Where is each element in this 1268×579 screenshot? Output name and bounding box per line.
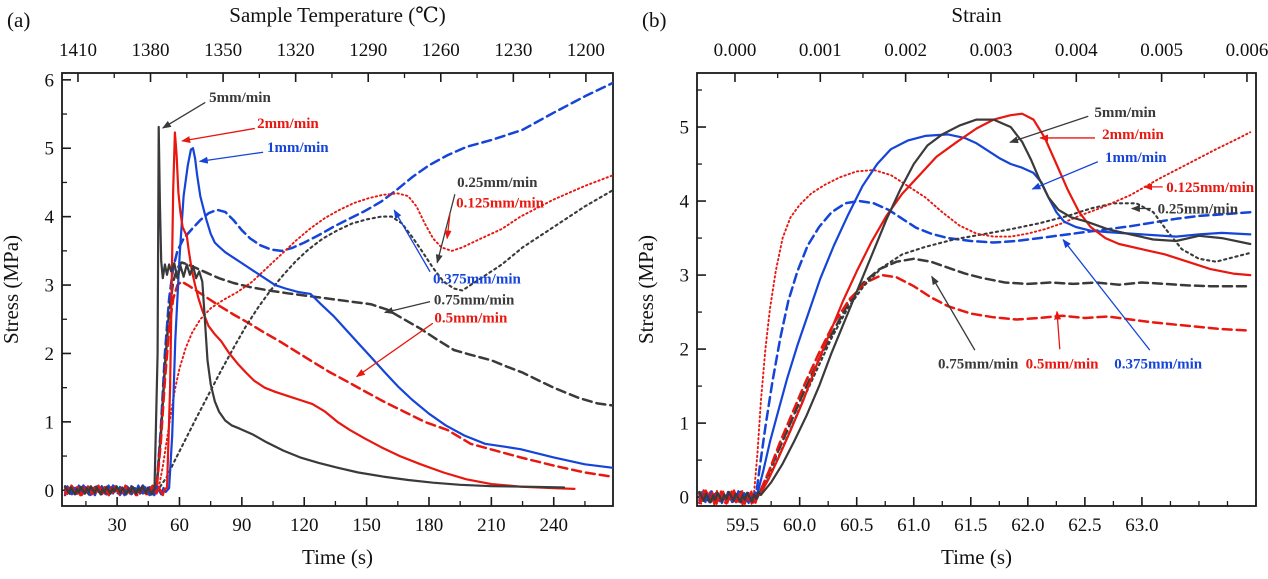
curve-5mm-per-min [63, 125, 566, 496]
x-tick-label: 62.0 [1011, 515, 1044, 536]
annotation-arrow [383, 300, 431, 314]
panel-label: (b) [642, 8, 667, 32]
y-axis-title: Stress (MPa) [634, 235, 658, 344]
curve-0p25mm-per-min [698, 202, 1252, 504]
annotation-label: 0.75mm/min [434, 292, 515, 308]
annotation-label: 5mm/min [209, 90, 271, 106]
y-tick-label: 1 [680, 414, 690, 435]
curve-0p5mm-per-min [63, 280, 613, 497]
y-tick-label: 0 [45, 481, 55, 502]
y-tick-label: 2 [680, 340, 690, 361]
annotation-arrow [1031, 161, 1099, 190]
annotation-arrow [161, 101, 206, 129]
top-tick-label: 1320 [277, 40, 315, 61]
annotation-arrow [1009, 115, 1089, 144]
annotation-label: 0.375mm/min [1114, 357, 1203, 373]
annotation-label: 0.5mm/min [1026, 357, 1100, 373]
curve-0p375mm-per-min [698, 199, 1252, 505]
annotation-label: 0.75mm/min [938, 357, 1019, 373]
curve-0p5mm-per-min [698, 273, 1252, 506]
x-tick-label: 120 [290, 515, 319, 536]
x-tick-label: 61.5 [954, 515, 987, 536]
top-tick-label: 0.000 [714, 40, 757, 61]
y-tick-label: 0 [680, 488, 690, 509]
x-tick-label: 62.5 [1068, 515, 1101, 536]
x-tick-label: 60.0 [783, 515, 816, 536]
annotation-label: 0.125mm/min [1166, 180, 1255, 196]
x-tick-label: 59.5 [726, 515, 759, 536]
y-tick-label: 5 [45, 139, 55, 160]
y-tick-label: 4 [680, 192, 690, 213]
plot-frame [696, 72, 1257, 507]
top-tick-label: 1290 [349, 40, 387, 61]
annotation-label: 0.5mm/min [434, 311, 508, 327]
top-tick-label: 1230 [494, 40, 532, 61]
top-tick-label: 0.003 [970, 40, 1013, 61]
top-tick-label: 0.006 [1226, 40, 1268, 61]
panel-b: (b) 59.5 60.0 60.5 61.0 61.5 62.0 62.5 63.0 Time … [634, 3, 1268, 569]
annotation-label: 0.375mm/min [433, 272, 522, 288]
annotation-arrow [1054, 310, 1062, 350]
x-tick-label: 240 [539, 515, 568, 536]
annotation-arrow [181, 127, 255, 144]
x-axis-title: Time (s) [941, 545, 1012, 569]
x-tick-label: 180 [415, 515, 444, 536]
x-tick-label: 210 [477, 515, 506, 536]
y-tick-label: 5 [680, 118, 690, 139]
plot-frame [61, 72, 614, 507]
y-axis-title: Stress (MPa) [0, 235, 23, 344]
top-tick-label: 1410 [59, 40, 97, 61]
top-tick-label: 0.005 [1140, 40, 1183, 61]
top-tick-label: 1380 [132, 40, 170, 61]
curve-0p75mm-per-min [63, 261, 613, 496]
annotation-arrow [931, 275, 976, 351]
curve-0p375mm-per-min [63, 82, 613, 497]
series-layer [63, 82, 613, 497]
x-tick-label: 150 [352, 515, 381, 536]
annotation-label: 2mm/min [1102, 127, 1164, 143]
y-tick-label: 1 [45, 412, 55, 433]
x-axis-title: Time (s) [302, 545, 373, 569]
y-tick-label: 3 [680, 266, 690, 287]
top-tick-label: 1260 [422, 40, 460, 61]
annotation-arrow [435, 194, 456, 264]
annotation-arrow [198, 151, 264, 164]
annotation-label: 1mm/min [267, 140, 329, 156]
top-tick-label: 0.001 [799, 40, 842, 61]
x-tick-label: 60 [170, 515, 189, 536]
y-tick-label: 4 [45, 207, 55, 228]
curve-0p25mm-per-min [64, 189, 613, 495]
x-tick-label: 90 [232, 515, 251, 536]
annotation-arrow [355, 322, 434, 378]
top-tick-label: 0.002 [884, 40, 927, 61]
x-tick-label: 63.0 [1125, 515, 1158, 536]
top-axis-title: Sample Temperature (℃) [229, 3, 445, 27]
annotation-label: 0.125mm/min [456, 195, 545, 211]
x-tick-label: 60.5 [840, 515, 873, 536]
annotation-label: 5mm/min [1094, 105, 1156, 121]
y-tick-label: 6 [45, 70, 55, 91]
x-tick-label: 61.0 [897, 515, 930, 536]
panel-label: (a) [7, 8, 30, 32]
top-tick-label: 1350 [204, 40, 242, 61]
annotation-label: 0.25mm/min [457, 175, 538, 191]
annotation-arrow [393, 209, 431, 273]
series-layer [698, 112, 1252, 506]
x-tick-label: 30 [108, 515, 127, 536]
top-axis-title: Strain [951, 3, 1002, 27]
top-tick-label: 1200 [567, 40, 605, 61]
annotation-label: 2mm/min [257, 116, 319, 132]
annotation-label: 0.25mm/min [1158, 202, 1239, 218]
annotation-arrow [1062, 238, 1151, 351]
y-tick-label: 2 [45, 344, 55, 365]
y-tick-label: 3 [45, 276, 55, 297]
annotation-label: 1mm/min [1105, 150, 1167, 166]
top-tick-label: 0.004 [1055, 40, 1098, 61]
annotation-arrow [444, 214, 452, 240]
curve-5mm-per-min [698, 118, 1252, 504]
